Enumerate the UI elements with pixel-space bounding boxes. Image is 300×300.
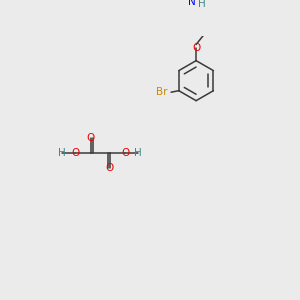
Text: Br: Br xyxy=(156,87,168,97)
Text: H: H xyxy=(134,148,142,158)
Text: O: O xyxy=(106,164,114,173)
Text: O: O xyxy=(121,148,129,158)
Text: O: O xyxy=(71,148,79,158)
Text: H: H xyxy=(198,0,206,9)
Text: O: O xyxy=(192,43,200,53)
Text: O: O xyxy=(86,133,95,142)
Text: N: N xyxy=(188,0,196,7)
Text: H: H xyxy=(58,148,66,158)
